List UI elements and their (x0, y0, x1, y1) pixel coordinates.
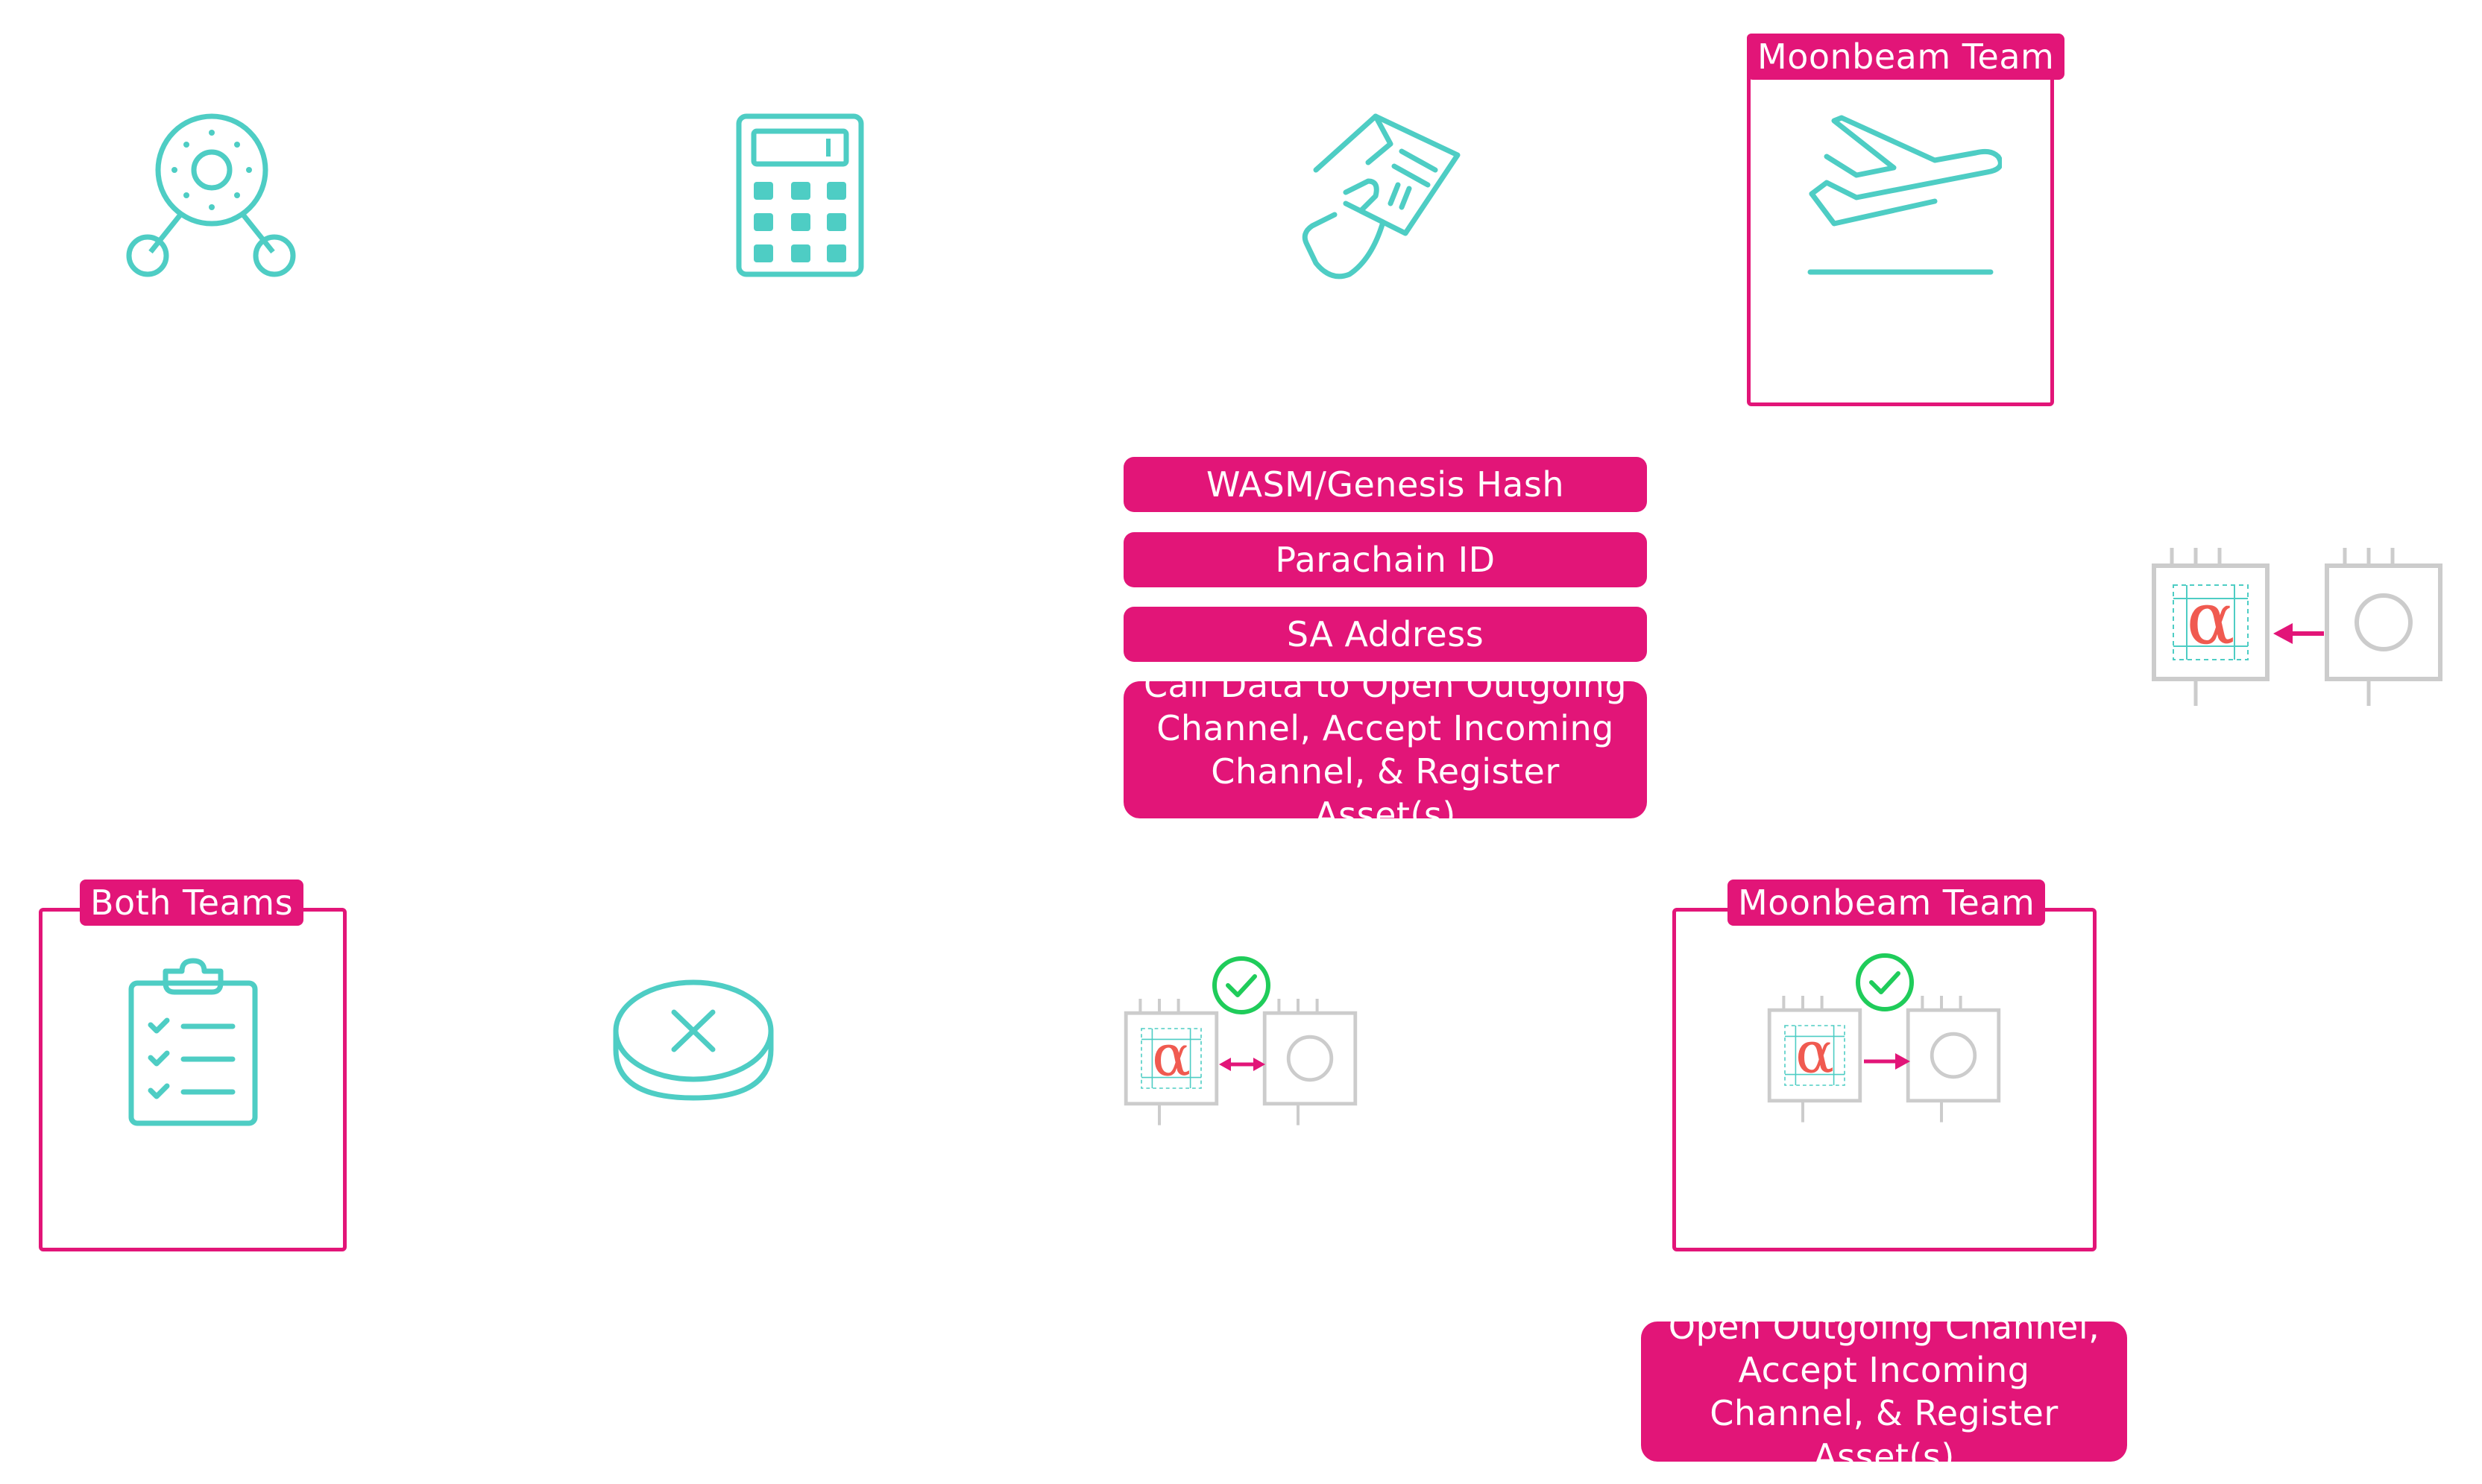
parachain-chip-pair-open-icon (1767, 951, 2009, 1134)
frame-tag-both-teams: Both Teams (80, 880, 304, 926)
clipboard-checklist-icon (128, 958, 258, 1126)
node-network-icon (126, 113, 296, 277)
info-pill-call-data: Call Data to Open Outgoing Channel, Acce… (1124, 665, 1647, 835)
frame-tag-moonbeam-top: Moonbeam Team (1747, 34, 2065, 80)
info-pill-wasm-genesis-hash: WASM/Genesis Hash (1124, 457, 1647, 512)
airplane-takeoff-icon (1807, 115, 2002, 275)
calculator-icon (736, 113, 864, 277)
frame-tag-moonbeam-bottom: Moonbeam Team (1727, 880, 2046, 926)
action-pill-open-channel: Open Outgoing Channel, Accept Incoming C… (1641, 1307, 2127, 1477)
token-cancel-icon (613, 979, 774, 1101)
info-pill-parachain-id: Parachain ID (1124, 532, 1647, 587)
parachain-chip-pair-icon (2151, 548, 2445, 719)
parachain-chip-pair-check-icon (1124, 954, 1366, 1137)
hand-holding-document-icon (1302, 113, 1461, 280)
info-pill-sa-address: SA Address (1124, 607, 1647, 662)
